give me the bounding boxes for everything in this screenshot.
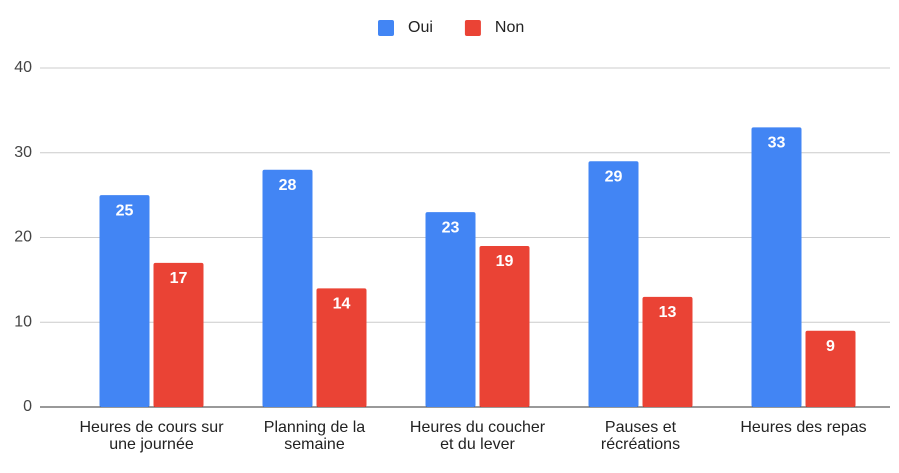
bar [425,212,476,407]
legend-swatch [464,20,481,36]
value-label: 23 [442,219,460,236]
y-tick-label: 0 [23,398,32,415]
y-tick-label: 10 [14,313,32,330]
bar [751,127,802,407]
x-tick-label: Heures du coucher et du lever [409,419,546,453]
bar [642,296,693,407]
bar [262,169,313,407]
y-tick-label: 20 [14,229,32,246]
value-label: 33 [768,135,786,152]
value-label: 9 [826,338,835,355]
y-tick-label: 30 [14,144,32,161]
bar [805,330,856,407]
value-label: 17 [170,270,188,287]
bar [588,161,639,407]
value-label: 13 [659,304,677,321]
bar [153,262,204,407]
x-tick-label: Heures des repas [740,419,867,436]
value-label: 25 [116,202,134,219]
legend-label: Non [495,19,524,36]
x-tick-label: Heures de cours sur une journée [79,419,224,453]
value-label: 14 [333,296,351,313]
value-label: 29 [605,168,623,185]
bar [316,288,367,407]
y-tick-label: 40 [14,59,32,76]
bar [99,195,150,407]
bar [479,245,530,407]
x-tick-label: Pauses et récréations [600,419,681,453]
value-label: 28 [279,177,297,194]
legend-swatch [378,20,394,36]
legend-label: Oui [408,19,433,36]
value-label: 19 [496,253,514,270]
x-tick-label: Planning de la semaine [263,419,366,453]
